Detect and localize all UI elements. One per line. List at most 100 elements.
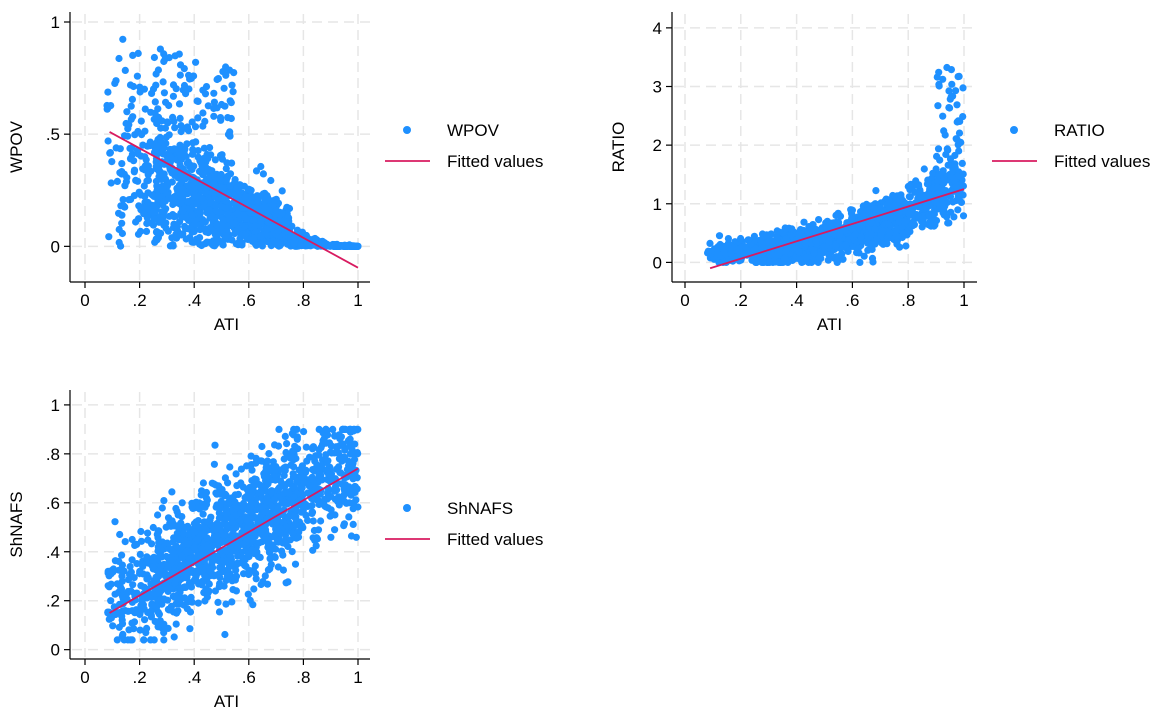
scatter-point <box>168 488 176 496</box>
scatter-point <box>122 178 130 186</box>
scatter-point <box>118 219 126 227</box>
scatter-point <box>279 566 287 574</box>
scatter-point <box>154 192 162 200</box>
scatter-point <box>256 481 264 489</box>
scatter-point <box>140 636 148 644</box>
scatter-point <box>199 122 207 130</box>
scatter-point <box>129 51 137 60</box>
scatter-point <box>213 532 221 540</box>
scatter-point <box>924 176 932 184</box>
scatter-point <box>878 227 887 235</box>
scatter-point <box>867 230 875 238</box>
scatter-point <box>162 523 170 531</box>
scatter-point <box>186 234 194 242</box>
scatter-point <box>278 209 286 217</box>
scatter-point <box>280 489 288 497</box>
scatter-point <box>942 187 950 195</box>
scatter-point <box>280 498 288 506</box>
scatter-point <box>117 585 126 593</box>
scatter-point <box>175 597 183 605</box>
scatter-point <box>183 123 191 131</box>
scatter-point <box>164 119 172 127</box>
scatter-point <box>290 512 298 521</box>
scatter-point <box>842 241 850 249</box>
scatter-point <box>263 192 271 200</box>
scatter-point <box>835 211 843 219</box>
scatter-point <box>185 557 193 565</box>
scatter-point <box>196 234 204 242</box>
legend-marker-scatter <box>403 126 411 134</box>
y-tick-label: 1 <box>653 195 662 214</box>
scatter-point <box>182 213 190 222</box>
scatter-point <box>247 535 255 544</box>
scatter-point <box>820 248 828 257</box>
scatter-point <box>216 114 225 122</box>
scatter-point <box>130 192 138 200</box>
scatter-point <box>177 176 186 184</box>
scatter-point <box>149 221 157 229</box>
scatter-point <box>939 75 947 83</box>
scatter-point <box>171 579 179 587</box>
scatter-point <box>340 522 348 530</box>
scatter-point <box>154 571 163 579</box>
scatter-point <box>164 180 172 188</box>
scatter-point <box>334 448 342 456</box>
scatter-point <box>111 518 119 526</box>
scatter-point <box>257 162 265 171</box>
legend-label-line: Fitted values <box>1054 152 1150 171</box>
scatter-point <box>162 133 170 141</box>
scatter-point <box>916 188 924 196</box>
scatter-point <box>138 131 146 139</box>
scatter-point <box>130 618 139 626</box>
scatter-point <box>225 216 234 224</box>
scatter-point <box>184 522 192 530</box>
scatter-point <box>264 472 272 481</box>
scatter-point <box>349 459 357 467</box>
scatter-point <box>129 581 137 589</box>
scatter-point <box>113 177 121 185</box>
fitted-line <box>109 131 359 269</box>
scatter-point <box>128 556 136 564</box>
scatter-point <box>194 114 202 122</box>
scatter-point <box>259 170 267 178</box>
scatter-point <box>212 202 220 210</box>
scatter-point <box>201 218 209 226</box>
fitted-line <box>109 467 359 614</box>
scatter-point <box>143 624 151 633</box>
x-tick-label: .6 <box>242 668 256 687</box>
scatter-point <box>324 493 332 501</box>
scatter-point <box>848 214 856 222</box>
scatter-point <box>949 165 957 173</box>
scatter-point <box>241 556 249 564</box>
scatter-point <box>246 186 254 194</box>
scatter-point <box>218 221 226 229</box>
scatter-point <box>274 527 282 535</box>
scatter-point <box>251 550 259 558</box>
scatter-point <box>280 217 288 225</box>
scatter-point <box>106 149 114 157</box>
scatter-point <box>706 239 714 247</box>
scatter-point <box>245 566 253 575</box>
scatter-point <box>164 563 172 572</box>
scatter-point <box>838 250 846 258</box>
scatter-point <box>239 211 248 219</box>
scatter-point <box>275 425 283 433</box>
scatter-point <box>274 505 282 513</box>
scatter-point <box>931 205 939 213</box>
x-axis-title: ATI <box>817 315 842 334</box>
scatter-point <box>179 207 187 215</box>
scatter-point <box>939 167 947 175</box>
scatter-point <box>343 242 351 250</box>
scatter-point <box>340 491 348 499</box>
scatter-point <box>270 496 279 504</box>
scatter-point <box>163 539 171 547</box>
scatter-point <box>174 511 182 519</box>
scatter-point <box>224 565 232 574</box>
scatter-point <box>929 169 937 177</box>
scatter-point <box>742 243 750 251</box>
scatter-point <box>308 445 317 453</box>
scatter-point <box>857 233 865 241</box>
scatter-point <box>247 192 255 200</box>
scatter-point <box>158 504 166 512</box>
scatter-point <box>118 160 126 168</box>
